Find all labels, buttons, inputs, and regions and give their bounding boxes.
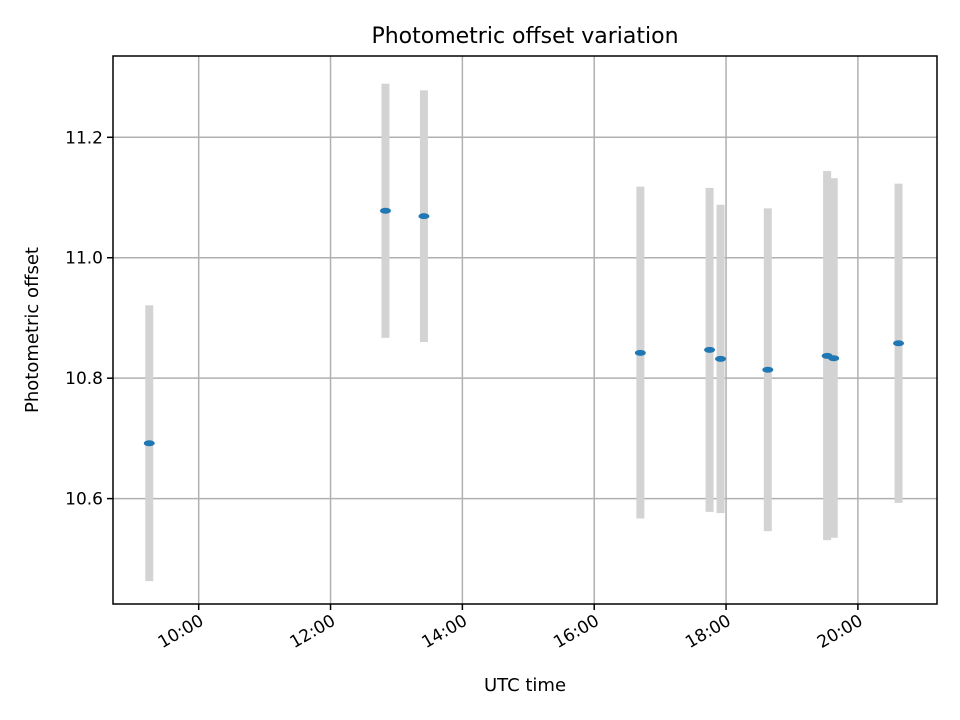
data-point [704, 346, 716, 353]
data-point [634, 349, 646, 356]
x-tick-label: 14:00 [418, 611, 470, 653]
plot-frame [112, 55, 938, 605]
x-tick-label: 18:00 [682, 611, 734, 653]
data-point [379, 207, 391, 214]
grid-layer [113, 56, 937, 604]
x-tick-label: 12:00 [287, 611, 339, 653]
y-tick-label: 11.0 [65, 249, 103, 269]
data-point [762, 366, 774, 373]
x-tick-label: 16:00 [550, 611, 602, 653]
data-point [143, 440, 155, 447]
data-point [893, 340, 905, 347]
x-axis-label: UTC time [484, 675, 566, 696]
chart-title: Photometric offset variation [371, 24, 678, 49]
data-point [715, 355, 727, 362]
tick-layer: 10.6 10.8 11.0 11.2 10:00 12:00 14:00 16:00 18:0… [65, 128, 866, 653]
x-tick-label: 20:00 [814, 611, 866, 653]
data-point [418, 213, 430, 220]
y-tick-label: 11.2 [65, 128, 103, 148]
x-tick-label: 10:00 [155, 611, 207, 653]
errorbar-layer [145, 83, 903, 582]
data-point [828, 355, 840, 362]
y-tick-label: 10.6 [65, 490, 103, 510]
y-axis-label: Photometric offset [22, 247, 43, 413]
point-layer [143, 207, 905, 447]
y-tick-label: 10.8 [65, 369, 103, 389]
